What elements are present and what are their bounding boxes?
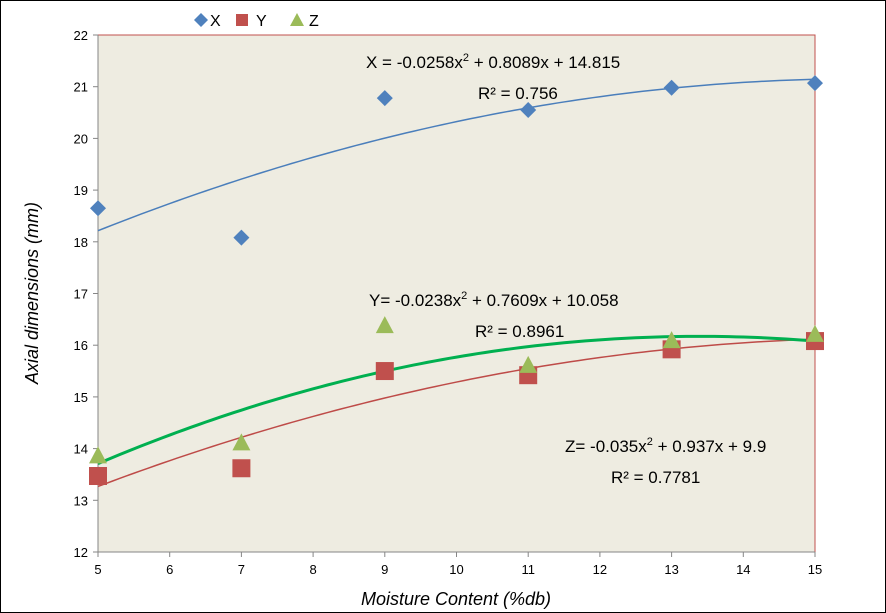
marker-z-5 (806, 324, 824, 342)
r2-x: R² = 0.756 (478, 84, 558, 103)
legend-label-x: X (210, 13, 221, 30)
trendline-y (97, 338, 816, 488)
marker-x-5 (807, 75, 823, 92)
marker-y-0 (89, 467, 107, 486)
x-tick-label-5: 10 (449, 562, 463, 577)
x-tick-label-2: 7 (238, 562, 245, 577)
y-tick-label-0: 12 (74, 545, 88, 560)
marker-z-0 (89, 446, 107, 464)
x-tick-label-6: 11 (521, 562, 535, 577)
y-tick-label-8: 20 (74, 131, 88, 146)
marker-y-2 (375, 362, 394, 381)
y-tick-label-5: 17 (74, 287, 88, 302)
x-axis-title: Moisture Content (%db) (361, 589, 551, 609)
annotation-z: Z= -0.035x2 + 0.937x + 9.9 R² = 0.7781 (565, 436, 766, 487)
marker-z-2 (375, 316, 394, 334)
marker-x-2 (376, 90, 393, 107)
y-tick-label-3: 15 (74, 390, 88, 405)
x-tick-label-4: 9 (381, 562, 388, 577)
x-tick-label-7: 12 (593, 562, 607, 577)
y-tick-label-9: 21 (74, 80, 88, 95)
annotation-x: X = -0.0258x2 + 0.8089x + 14.815 R² = 0.… (366, 52, 620, 103)
trendline-z (97, 334, 816, 465)
equation-x-exponent: 2 (463, 52, 469, 64)
r2-y: R² = 0.8961 (475, 322, 564, 341)
x-tick-label-3: 8 (309, 562, 316, 577)
legend-marker-y (236, 14, 248, 26)
marker-x-3 (520, 101, 537, 118)
y-tick-label-7: 19 (74, 183, 88, 198)
equation-z: Z= -0.035x2 + 0.937x + 9.9 (565, 436, 766, 456)
y-tick-label-10: 22 (74, 28, 88, 43)
equation-x: X = -0.0258x2 + 0.8089x + 14.815 (366, 52, 620, 72)
trendline-x (97, 78, 816, 232)
marker-z-3 (519, 355, 538, 373)
legend-label-z: Z (309, 13, 319, 30)
equation-z-exponent: 2 (647, 436, 653, 448)
equation-y: Y= -0.0238x2 + 0.7609x + 10.058 (369, 290, 619, 310)
trendlines (97, 78, 816, 488)
x-tick-label-1: 6 (166, 562, 173, 577)
r2-z: R² = 0.7781 (611, 468, 700, 487)
marker-x-4 (663, 79, 680, 96)
x-tick-label-9: 14 (736, 562, 750, 577)
y-tick-label-4: 16 (74, 338, 88, 353)
marker-x-0 (90, 200, 106, 217)
y-axis-title: Axial dimensions (mm) (22, 202, 42, 385)
legend: X Y Z (194, 13, 319, 30)
annotation-y: Y= -0.0238x2 + 0.7609x + 10.058 R² = 0.8… (369, 290, 619, 341)
x-tick-label-0: 5 (94, 562, 101, 577)
y-tick-label-1: 13 (74, 493, 88, 508)
x-tick-label-8: 13 (664, 562, 678, 577)
y-tick-label-2: 14 (74, 442, 88, 457)
equation-y-exponent: 2 (461, 290, 467, 302)
marker-z-1 (232, 433, 251, 451)
marker-z-4 (662, 331, 681, 349)
legend-label-y: Y (256, 13, 267, 30)
marker-x-1 (233, 229, 250, 246)
marker-y-1 (232, 459, 251, 478)
legend-marker-x (194, 13, 208, 27)
markers (89, 75, 824, 486)
y-tick-label-6: 18 (74, 235, 88, 250)
x-tick-label-10: 15 (808, 562, 822, 577)
legend-marker-z (290, 13, 304, 26)
